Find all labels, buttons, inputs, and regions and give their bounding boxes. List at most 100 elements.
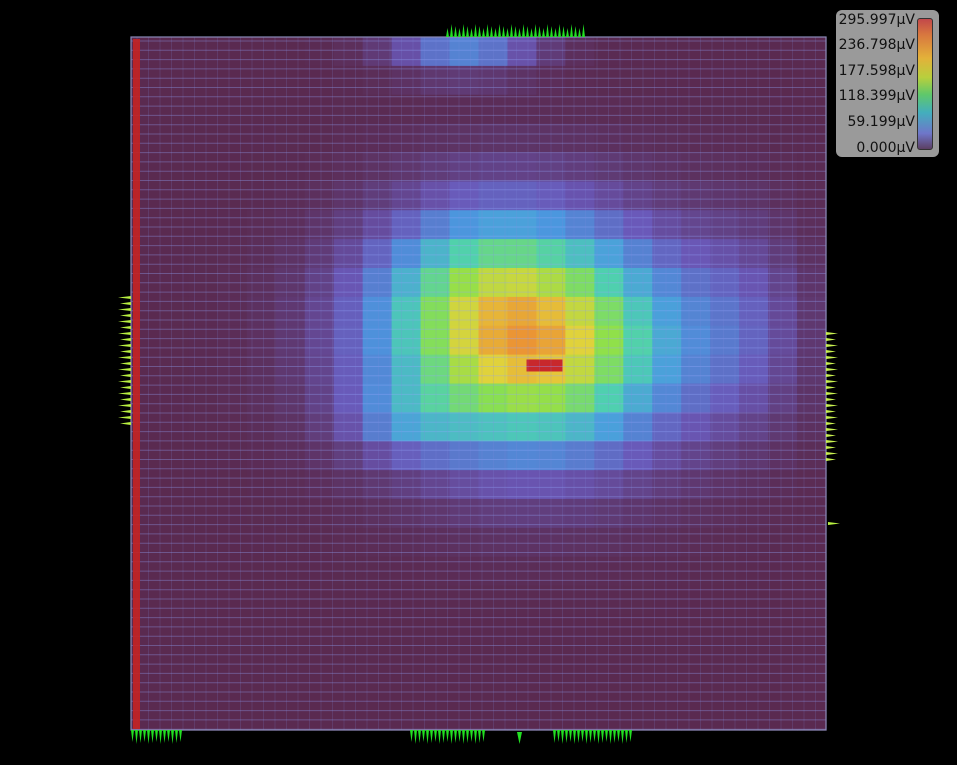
heatmap-cell [304,354,335,385]
heatmap-cell [623,296,653,327]
heatmap-cell [159,325,190,356]
heatmap-cell [565,354,595,385]
heatmap-cell [652,585,682,616]
io-pin [454,26,457,37]
heatmap-cell [188,383,219,413]
io-pin [506,28,509,37]
heatmap-cell [275,210,306,240]
heatmap-cell [594,123,624,154]
heatmap-cell [565,527,595,558]
heatmap-cell [652,152,682,182]
io-pin [522,24,525,37]
heatmap-cell [768,383,798,413]
io-pin [135,730,138,744]
io-pin [120,302,131,305]
heatmap-cell [565,383,595,413]
heatmap-cell [681,412,711,442]
heatmap-cell [159,556,190,587]
heatmap-cell [478,152,509,182]
legend-label-5: 59.199µV [847,114,915,130]
heatmap-cell [797,585,827,616]
heatmap-cell [594,383,624,413]
heatmap-cell [681,499,711,529]
heatmap-cell [652,701,682,731]
heatmap-cell [275,152,306,182]
heatmap-cell [304,527,335,558]
heatmap-cell [362,354,393,385]
heatmap-cell [478,123,509,154]
heatmap-cell [275,325,306,356]
heatmap-cell [594,412,624,442]
heatmap-cell [710,94,740,125]
io-pin [120,386,131,389]
heatmap-cell [188,672,219,702]
heatmap-cell [478,383,509,413]
heatmap-cell [362,672,393,702]
heatmap-cell [797,354,827,385]
heatmap-cell [188,296,219,327]
heatmap-cell [681,614,711,644]
heatmap-cell [188,614,219,644]
heatmap-cell [420,614,451,644]
io-pin [553,730,556,743]
heatmap-cell [478,441,509,471]
io-pin [482,730,485,742]
heatmap-cell [217,239,248,269]
heatmap-cell [478,614,509,644]
heatmap-cell [478,412,509,442]
heatmap-cell [594,239,624,269]
heatmap-cell [594,672,624,702]
heatmap-cell [681,527,711,558]
heatmap-cell [768,556,798,587]
heatmap-cell [217,65,248,96]
io-pin [118,356,131,359]
heatmap-cell [681,268,711,298]
heatmap-cell [420,383,451,413]
heatmap-cell [188,268,219,298]
io-pin [474,24,477,37]
io-pin [510,24,513,37]
io-pin [470,730,473,742]
heatmap-cell [275,701,306,731]
heatmap-cell [652,268,682,298]
heatmap-cell [507,643,538,673]
heatmap-cell [739,325,769,356]
io-pin [118,320,131,323]
io-pin [593,730,596,742]
heatmap-cell [246,239,277,269]
heatmap-cell [275,181,306,211]
heatmap-cell [159,268,190,298]
heatmap-cell [362,210,393,240]
io-pin [458,28,461,37]
heatmap-cell [536,181,566,211]
heatmap-cell [217,585,248,616]
heatmap-cell [449,37,480,67]
heatmap-cell [275,585,306,616]
heatmap-cell [652,499,682,529]
heatmap-cell [188,123,219,154]
heatmap-cell [449,65,480,96]
heatmap-cell [594,499,624,529]
heatmap-cell [507,383,538,413]
io-pin [490,26,493,37]
io-pin [826,428,838,431]
io-pin [582,24,585,37]
heatmap-cell [304,239,335,269]
io-pin [826,452,838,455]
io-pin [826,422,836,425]
heatmap-cell [188,94,219,125]
heatmap-cell [159,37,190,67]
heatmap-cell [391,123,422,154]
heatmap-cell [275,614,306,644]
heatmap-cell [188,325,219,356]
heatmap-cell [739,210,769,240]
heatmap-cell [391,441,422,471]
heatmap-cell [275,556,306,587]
io-pin [826,332,838,335]
heatmap-cell [739,239,769,269]
heatmap-cell [478,585,509,616]
io-pin [442,730,445,743]
heatmap-cell [710,701,740,731]
heatmap-cell [217,441,248,471]
